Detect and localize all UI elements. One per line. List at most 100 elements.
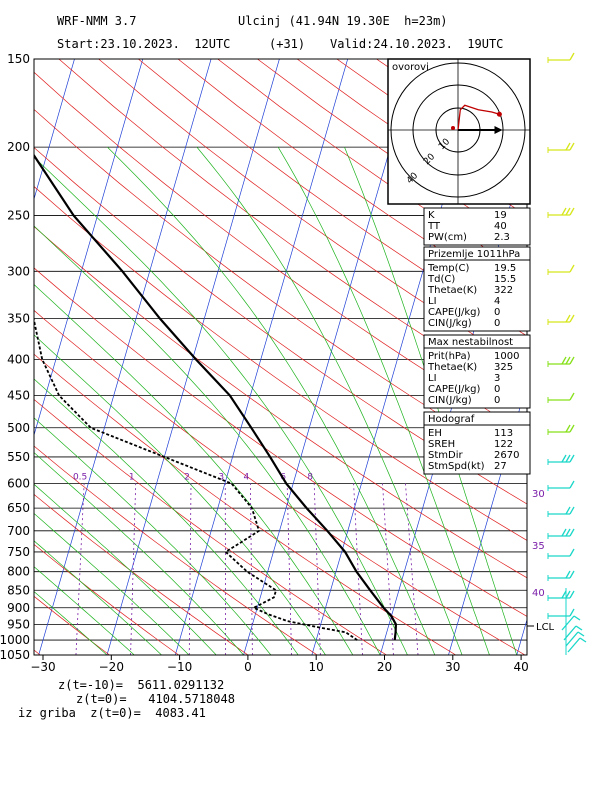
wind-barb-feather bbox=[569, 392, 575, 401]
wind-barb-shaft bbox=[567, 637, 581, 653]
hodograph-start-dot bbox=[451, 126, 455, 130]
mixing-ratio-line bbox=[249, 483, 253, 655]
wind-barb-feather bbox=[561, 528, 567, 537]
wind-barb-shaft bbox=[561, 615, 575, 631]
index-label: Prit(hPa) bbox=[428, 351, 471, 362]
index-label: PW(cm) bbox=[428, 232, 467, 243]
wind-barb-feather bbox=[561, 590, 567, 599]
wind-barb bbox=[547, 142, 575, 153]
station-label: Ulcinj (41.94N 19.30E h=23m) bbox=[238, 14, 448, 28]
index-label: CIN(J/kg) bbox=[428, 395, 472, 406]
pressure-tick-label: 550 bbox=[7, 450, 30, 464]
hodograph-title: ovorovi bbox=[392, 62, 429, 73]
isotherm-line bbox=[585, 59, 600, 655]
wind-barb-feather bbox=[569, 424, 575, 433]
wind-barb-feather bbox=[569, 52, 575, 61]
temperature-tick-label: 0 bbox=[244, 660, 252, 674]
index-value: 0 bbox=[494, 318, 500, 329]
mixing-ratio-line bbox=[353, 483, 363, 655]
index-value: 0 bbox=[494, 384, 500, 395]
wind-barb bbox=[547, 570, 575, 581]
pressure-tick-label: 1000 bbox=[0, 633, 30, 647]
wind-barb-feather bbox=[565, 142, 571, 151]
wind-barb-feather bbox=[569, 142, 575, 151]
dry-adiabat bbox=[34, 226, 527, 579]
wind-barb-feather bbox=[569, 454, 575, 463]
index-label: K bbox=[428, 210, 435, 221]
wind-barb-feather bbox=[569, 356, 575, 365]
wind-barb bbox=[547, 608, 575, 619]
wind-barb bbox=[547, 424, 575, 435]
index-value: 40 bbox=[494, 221, 507, 232]
dry-adiabat bbox=[34, 109, 527, 470]
wind-barb-feather bbox=[561, 356, 567, 365]
index-label: StmDir bbox=[428, 450, 463, 461]
model-name: WRF-NMM 3.7 bbox=[57, 14, 137, 28]
moist-adiabat bbox=[34, 540, 162, 655]
height-t-minus10: z(t=-10)= 5611.0291132 bbox=[58, 678, 225, 692]
moist-adiabat bbox=[196, 146, 463, 655]
mixing-ratio-label: 0.5 bbox=[73, 473, 87, 483]
index-value: 4 bbox=[494, 296, 500, 307]
wind-barb-feather bbox=[565, 570, 571, 579]
index-label: LI bbox=[428, 296, 437, 307]
wind-barb bbox=[547, 314, 575, 325]
lcl-label: LCL bbox=[536, 622, 555, 633]
wind-barb bbox=[567, 637, 587, 653]
isotherm-line bbox=[38, 59, 212, 655]
moist-adiabat bbox=[34, 483, 217, 655]
start-time: Start:23.10.2023. 12UTC bbox=[57, 37, 231, 51]
wind-barb-feather bbox=[565, 424, 571, 433]
dry-adiabat bbox=[58, 59, 527, 402]
index-value: 325 bbox=[494, 362, 513, 373]
wind-barb bbox=[547, 506, 575, 517]
index-value: 0 bbox=[494, 395, 500, 406]
dry-adiabat bbox=[34, 445, 318, 655]
pressure-tick-label: 800 bbox=[7, 565, 30, 579]
mixing-ratio-line bbox=[130, 483, 137, 655]
max-instability-title: Max nestabilnost bbox=[428, 337, 513, 348]
temperature-profile bbox=[34, 153, 398, 641]
dry-adiabat bbox=[34, 398, 387, 655]
wind-barb-feather bbox=[561, 207, 567, 216]
pressure-tick-label: 650 bbox=[7, 501, 30, 515]
dry-adiabat bbox=[98, 59, 527, 369]
wind-barb bbox=[547, 548, 575, 559]
index-label: Thetae(K) bbox=[427, 285, 477, 296]
pressure-tick-label: 500 bbox=[7, 421, 30, 435]
indices-box bbox=[423, 246, 531, 332]
index-label: CIN(J/kg) bbox=[428, 318, 472, 329]
index-value: 2670 bbox=[494, 450, 519, 461]
wind-barb-feather bbox=[565, 356, 571, 365]
profiles bbox=[34, 153, 398, 641]
moist-adiabat bbox=[34, 334, 326, 655]
isotherm-line bbox=[448, 382, 527, 655]
wind-barb-feather bbox=[577, 631, 585, 637]
index-label: EH bbox=[428, 428, 442, 439]
wind-barb-feather bbox=[569, 548, 575, 557]
moist-adiabat bbox=[34, 417, 272, 655]
index-label: Thetae(K) bbox=[427, 362, 477, 373]
theta-e-label: 40 bbox=[532, 588, 545, 599]
wind-barb bbox=[561, 615, 581, 631]
index-value: 19.5 bbox=[494, 263, 516, 274]
wind-barb bbox=[565, 631, 585, 647]
pressure-tick-label: 400 bbox=[7, 352, 30, 366]
wind-barb bbox=[547, 52, 575, 63]
wind-barb-feather bbox=[569, 480, 575, 489]
isotherm-line bbox=[174, 59, 349, 655]
index-label: Temp(C) bbox=[427, 263, 470, 274]
dry-adiabat bbox=[34, 543, 179, 655]
wind-barb bbox=[547, 480, 575, 491]
wind-barb-feather bbox=[561, 454, 567, 463]
mixing-ratio-label: 1 bbox=[129, 473, 135, 483]
wind-barb-shaft bbox=[565, 631, 579, 647]
wind-barb-feather bbox=[569, 608, 575, 617]
pressure-tick-label: 600 bbox=[7, 477, 30, 491]
mixing-ratio-label: 2 bbox=[184, 473, 190, 483]
dry-adiabat bbox=[34, 595, 110, 655]
index-value: 122 bbox=[494, 439, 513, 450]
storm-motion-arrowhead bbox=[494, 126, 503, 134]
